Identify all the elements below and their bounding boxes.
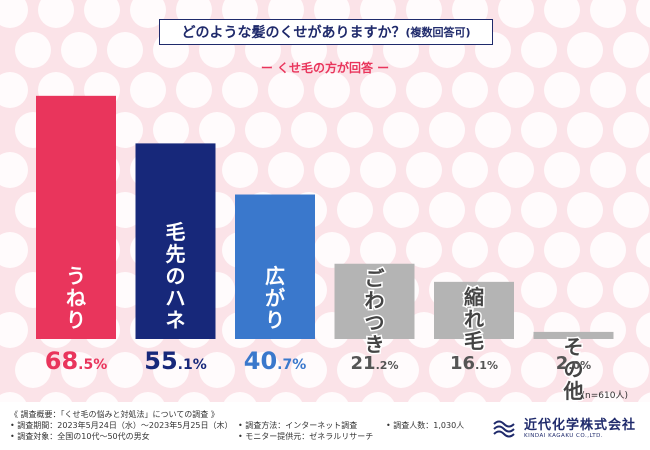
category-label-1: 毛先のハネ xyxy=(166,220,186,332)
chart-title-main: どのような髪のくせがありますか？ xyxy=(181,25,406,41)
company-name-jp: 近代化学株式会社 xyxy=(524,418,637,433)
category-label-0: うねり xyxy=(66,264,86,332)
category-label-2: 広がり xyxy=(265,264,285,332)
survey-period: • 調査期間：2023年5月24日（水）〜2023年5月25日（木） xyxy=(10,421,233,430)
company-logo: 近代化学株式会社 KINDAI KAGAKU CO.,LTD. xyxy=(492,414,636,439)
bar-2 xyxy=(235,194,315,339)
value-label-5: 2.0% xyxy=(556,353,591,374)
chart-title-sub: (複数回答可) xyxy=(405,26,471,39)
chart-subtitle: ー くせ毛の方が回答 ー xyxy=(260,61,390,75)
value-label-2: 40.7% xyxy=(244,347,307,375)
wave-logo-icon xyxy=(493,420,515,437)
sample-size-label: (n=610人) xyxy=(581,391,628,401)
survey-target: • 調査対象：全国の10代〜50代の男女 xyxy=(10,432,150,441)
value-label-3: 21.2% xyxy=(351,353,399,374)
survey-overview: 《 調査概要：「くせ毛の悩みと対処法」についての調査 》 xyxy=(10,410,219,419)
bar-1 xyxy=(135,143,216,339)
survey-provider: • モニター提供元：ゼネラルリサーチ xyxy=(238,432,374,441)
company-name-en: KINDAI KAGAKU CO.,LTD. xyxy=(524,433,604,439)
value-label-0: 68.5% xyxy=(45,347,108,375)
bar-0 xyxy=(36,95,116,339)
bar-4 xyxy=(434,281,514,339)
category-label-5: その他 xyxy=(563,335,584,403)
bar-3 xyxy=(334,263,415,339)
value-label-4: 16.1% xyxy=(450,353,498,374)
survey-footer: 《 調査概要：「くせ毛の悩みと対処法」についての調査 》 • 調査期間：2023… xyxy=(10,409,464,442)
value-label-1: 55.1% xyxy=(144,347,207,375)
bar-5 xyxy=(533,331,614,339)
survey-count: • 調査人数：1,030人 xyxy=(386,421,465,430)
chart-title: どのような髪のくせがありますか？ (複数回答可) xyxy=(159,19,493,45)
category-label-3: ごわつき xyxy=(365,267,385,357)
survey-method: • 調査方法：インターネット調査 xyxy=(238,421,358,430)
category-label-4: 縮れ毛 xyxy=(464,285,484,353)
